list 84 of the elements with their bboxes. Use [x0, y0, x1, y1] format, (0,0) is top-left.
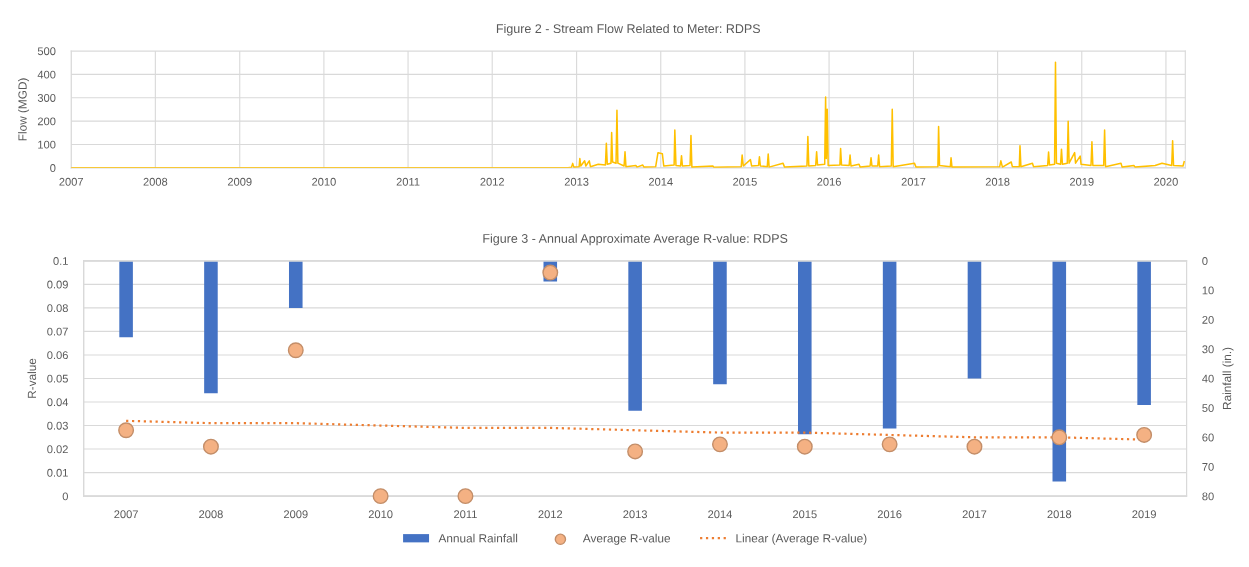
y-tick-label: 0.01: [47, 468, 68, 477]
bar: [628, 260, 642, 411]
point: [796, 438, 813, 455]
x-tick-label: 2016: [817, 177, 841, 186]
x-tick-label: 2019: [1132, 510, 1156, 519]
x-tick-label: 2012: [480, 177, 505, 186]
x-tick-label: 2008: [199, 510, 223, 519]
x-tick-label: 2015: [792, 510, 817, 519]
x-tick-label: 2010: [312, 177, 336, 186]
bar: [1052, 260, 1067, 482]
x-tick-label: 2009: [227, 177, 252, 186]
x-tick-label: 2017: [962, 510, 987, 519]
x-tick-label: 2009: [283, 510, 308, 519]
bar: [204, 260, 218, 394]
x-tick-label: 2014: [708, 510, 732, 519]
x-tick-label: 2012: [538, 510, 563, 519]
point: [966, 438, 983, 455]
x-tick-label: 2007: [59, 177, 83, 186]
y2-tick-label: 70: [1202, 462, 1214, 471]
y-tick-label: 0.03: [47, 421, 68, 430]
y-tick-label: 0: [62, 492, 68, 501]
y-tick-label: 500: [37, 47, 56, 56]
y-tick-label: 0.06: [47, 351, 68, 360]
x-tick-label: 2007: [114, 510, 138, 519]
x-tick-label: 2014: [648, 177, 673, 186]
y-axis-title: Flow (MGD): [18, 78, 30, 141]
point: [542, 264, 559, 281]
y-tick-label: 0.05: [47, 374, 68, 383]
y-tick-label: 200: [37, 117, 56, 126]
x-tick-label: 2019: [1069, 177, 1094, 186]
chart-title: Figure 2 - Stream Flow Related to Meter: RDPS: [496, 23, 761, 36]
chart-title: Figure 3 - Annual Approximate Average R-value: RDPS: [483, 233, 788, 246]
x-tick-label: 2016: [877, 510, 902, 519]
y-tick-label: 400: [37, 70, 56, 79]
x-tick-label: 2013: [623, 510, 647, 519]
y-tick-label: 0.02: [47, 445, 68, 454]
x-tick-label: 2018: [985, 177, 1010, 186]
bar: [798, 260, 812, 435]
point: [711, 436, 728, 453]
y-tick-label: 0: [50, 164, 56, 172]
bar: [288, 260, 303, 308]
x-tick-label: 2010: [368, 510, 393, 519]
point: [457, 488, 474, 505]
y-tick-label: 0.04: [47, 398, 69, 407]
y-tick-label: 0.1: [53, 257, 68, 265]
y-tick-label: 0.07: [47, 327, 68, 336]
point: [881, 436, 898, 453]
y2-axis-title: Rainfall (in.): [1222, 347, 1234, 409]
x-tick-label: 2015: [733, 177, 757, 186]
x-tick-label: 2011: [396, 177, 420, 186]
x-tick-label: 2020: [1154, 177, 1178, 186]
y2-tick-label: 10: [1202, 286, 1214, 295]
x-tick-label: 2018: [1047, 510, 1072, 519]
x-tick-label: 2017: [901, 177, 926, 186]
y2-tick-label: 80: [1202, 492, 1214, 501]
x-tick-label: 2013: [564, 177, 589, 186]
bar: [1137, 260, 1151, 405]
y-tick-label: 0.08: [47, 304, 68, 313]
point: [202, 438, 219, 455]
y-tick-label: 300: [37, 94, 56, 102]
point: [287, 342, 304, 359]
point: [372, 488, 389, 505]
bar: [882, 260, 897, 429]
bar: [967, 260, 982, 379]
point: [627, 443, 644, 460]
legend-label: Linear (Average R-value): [736, 533, 867, 545]
point: [118, 422, 135, 439]
point: [1051, 429, 1068, 446]
y-tick-label: 0.09: [47, 280, 68, 289]
y2-tick-label: 30: [1202, 345, 1214, 354]
y-axis-title: R-value: [27, 358, 37, 398]
y2-tick-label: 20: [1202, 315, 1214, 324]
y2-tick-label: 0: [1202, 257, 1208, 265]
y2-tick-label: 50: [1202, 404, 1214, 413]
bar: [119, 260, 133, 338]
point: [1136, 426, 1153, 443]
x-tick-label: 2008: [143, 177, 168, 186]
y2-tick-label: 40: [1202, 374, 1214, 383]
legend-label: Annual Rainfall: [438, 533, 518, 543]
x-tick-label: 2011: [454, 510, 477, 519]
y-tick-label: 100: [38, 140, 56, 149]
y2-tick-label: 60: [1202, 433, 1214, 442]
legend-label: Average R-value: [582, 533, 671, 545]
bar: [713, 260, 727, 385]
